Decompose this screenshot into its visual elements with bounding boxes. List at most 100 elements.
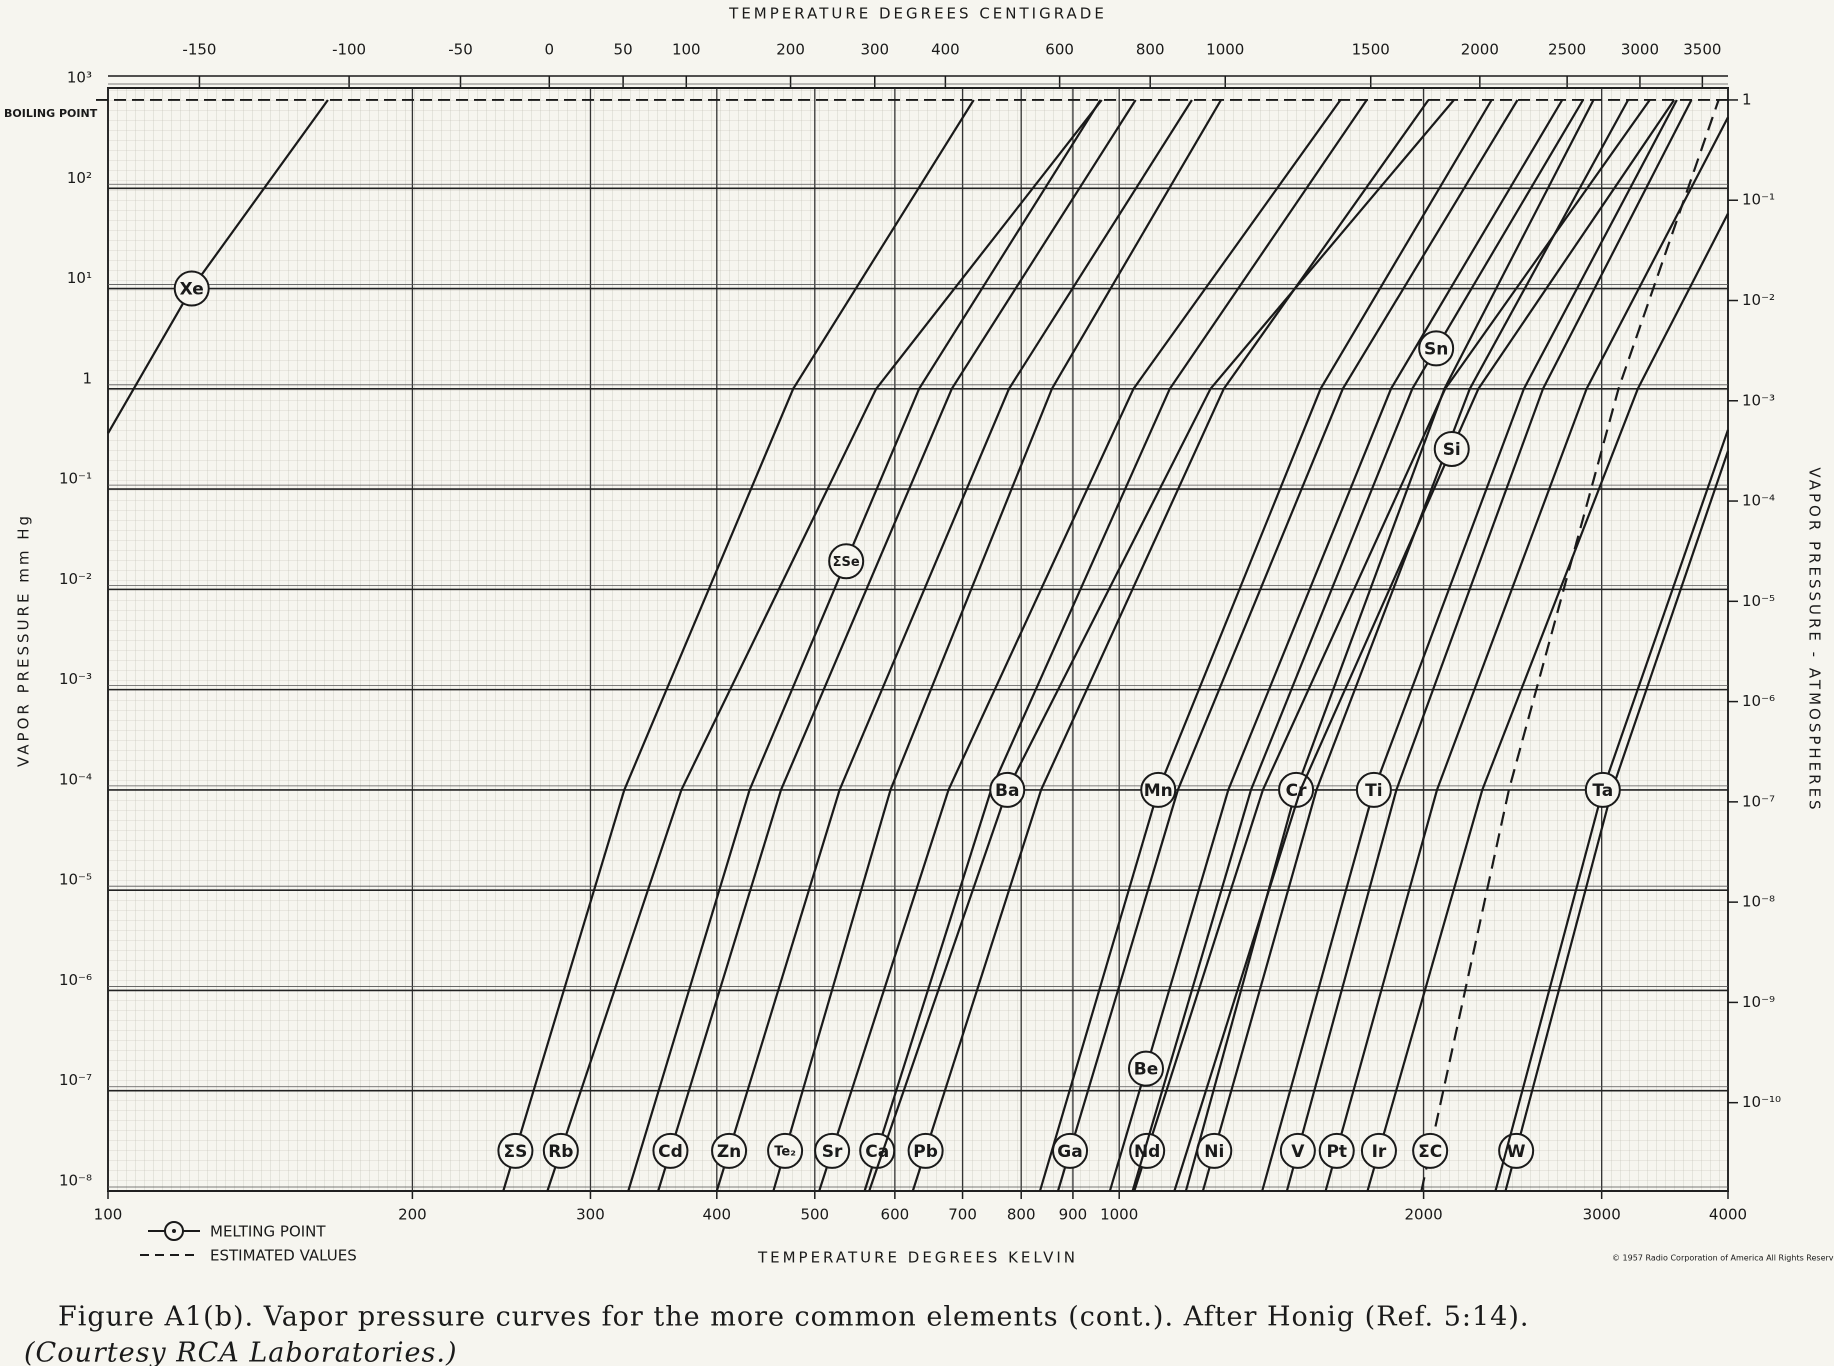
x-tick-label: 200 [398, 1206, 427, 1224]
copyright: © 1957 Radio Corporation of America All … [1612, 1254, 1834, 1263]
series-label: Ti [1365, 781, 1382, 801]
y2-tick-label: 1 [1742, 90, 1752, 108]
y2-tick-label: 10⁻⁹ [1742, 993, 1775, 1011]
series-line [1324, 116, 1729, 1192]
series-label: Mn [1144, 781, 1173, 801]
x2-tick-label: 300 [860, 41, 889, 59]
series-line [1173, 99, 1676, 1192]
series-label-badge [1052, 1132, 1089, 1169]
series-label: Te₂ [774, 1144, 796, 1159]
series-label-badge [542, 1132, 579, 1169]
series-label: Sn [1424, 339, 1448, 359]
series-label-badge [1279, 1132, 1316, 1169]
series-line [1131, 99, 1584, 1192]
plot-background [108, 88, 1728, 1191]
series-label-badge [814, 1132, 851, 1169]
x-tick-label: 100 [94, 1206, 123, 1224]
series-line [502, 99, 975, 1192]
series-label: Zn [717, 1142, 741, 1162]
series-label: V [1291, 1142, 1305, 1162]
x2-tick-label: 800 [1136, 41, 1165, 59]
y2-tick-label: 10⁻⁷ [1742, 792, 1775, 810]
series-label-badge [1140, 771, 1177, 808]
series-label-badge [497, 1132, 534, 1169]
x-tick-label: 2000 [1405, 1206, 1443, 1224]
series-label-badge [1433, 430, 1470, 467]
series-label: Pb [913, 1142, 938, 1162]
y-tick-label: 1 [82, 369, 92, 387]
y-tick-label: 10¹ [67, 269, 92, 287]
legend-melting-dot [172, 1229, 176, 1233]
series-label: Rb [548, 1142, 573, 1162]
y-tick-label: 10³ [67, 69, 92, 87]
series-label-badge [1318, 1132, 1355, 1169]
legend: MELTING POINT ESTIMATED VALUES [140, 1221, 357, 1265]
series-line [1366, 212, 1729, 1192]
y-tick-label: 10⁻⁵ [59, 871, 92, 889]
series-line [627, 99, 1102, 1192]
y2-tick-label: 10⁻⁸ [1742, 893, 1775, 911]
series-label-badge [1418, 330, 1455, 367]
x2-tick-label: -150 [182, 41, 216, 59]
x2-tick-label: -50 [448, 41, 473, 59]
series-label: Cd [658, 1142, 683, 1162]
y-tick-label: 10⁻⁴ [59, 770, 92, 788]
series-label-badge [767, 1132, 804, 1169]
x-tick-label: 4000 [1709, 1206, 1747, 1224]
series-line [1420, 99, 1720, 1192]
caption: Figure A1(b). Vapor pressure curves for … [58, 1302, 1529, 1333]
y-tick-label: 10⁻⁷ [59, 1071, 92, 1089]
x-tick-label: 700 [948, 1206, 977, 1224]
x2-tick-label: 200 [776, 41, 805, 59]
series-line [715, 99, 1193, 1192]
y2-tick-label: 10⁻³ [1742, 391, 1775, 409]
x-tick-label: 800 [1007, 1206, 1036, 1224]
y2-tick-label: 10⁻⁶ [1742, 692, 1775, 710]
y2-tick-label: 10⁻⁴ [1742, 492, 1775, 510]
x2-tick-label: 2000 [1461, 41, 1499, 59]
series-label: Xe [180, 280, 204, 300]
series-line [868, 99, 1455, 1192]
x2-tick-label: 100 [672, 41, 701, 59]
y-axis-title: VAPOR PRESSURE mm Hg [15, 513, 33, 767]
series-label: Nd [1134, 1142, 1160, 1162]
x2-tick-label: 2500 [1548, 41, 1586, 59]
series-label: Si [1443, 440, 1461, 460]
series-label-badge [907, 1132, 944, 1169]
series-label-badge [1129, 1132, 1166, 1169]
series-line [657, 99, 1137, 1192]
x2-tick-label: 3000 [1621, 41, 1659, 59]
x2-tick-label: -100 [332, 41, 366, 59]
x2-tick-label: 0 [545, 41, 555, 59]
series-line [1261, 99, 1678, 1192]
x2-tick-label: 400 [931, 41, 960, 59]
series-label-badge [828, 543, 865, 580]
series-label-badge [173, 270, 210, 307]
series-label: Pt [1326, 1142, 1347, 1162]
x2-tick-label: 600 [1045, 41, 1074, 59]
x-tick-label: 900 [1059, 1206, 1088, 1224]
y2-tick-label: 10⁻¹⁰ [1742, 1093, 1781, 1111]
series-line [1285, 99, 1693, 1192]
series-label-badge [652, 1132, 689, 1169]
series-label: Be [1134, 1060, 1159, 1080]
x-tick-label: 300 [576, 1206, 605, 1224]
series-label: Ta [1592, 781, 1613, 801]
series-label-badge [711, 1132, 748, 1169]
series-line [1038, 99, 1493, 1192]
boiling-label: BOILING POINT [4, 107, 98, 120]
series-label-badge [1584, 771, 1621, 808]
x2-tick-label: 50 [614, 41, 633, 59]
series-line [1184, 99, 1595, 1192]
y2-axis-title: VAPOR PRESSURE - ATMOSPHERES [1806, 467, 1824, 812]
series-label: Ba [995, 781, 1019, 801]
series-line [1201, 99, 1630, 1192]
series-line [546, 99, 1103, 1192]
series-line [911, 99, 1430, 1192]
x-tick-label: 600 [881, 1206, 910, 1224]
series-label: Sr [822, 1142, 843, 1162]
y-tick-label: 10⁻⁶ [59, 971, 92, 989]
x2-tick-label: 1500 [1352, 41, 1390, 59]
series-label: Ni [1204, 1142, 1224, 1162]
